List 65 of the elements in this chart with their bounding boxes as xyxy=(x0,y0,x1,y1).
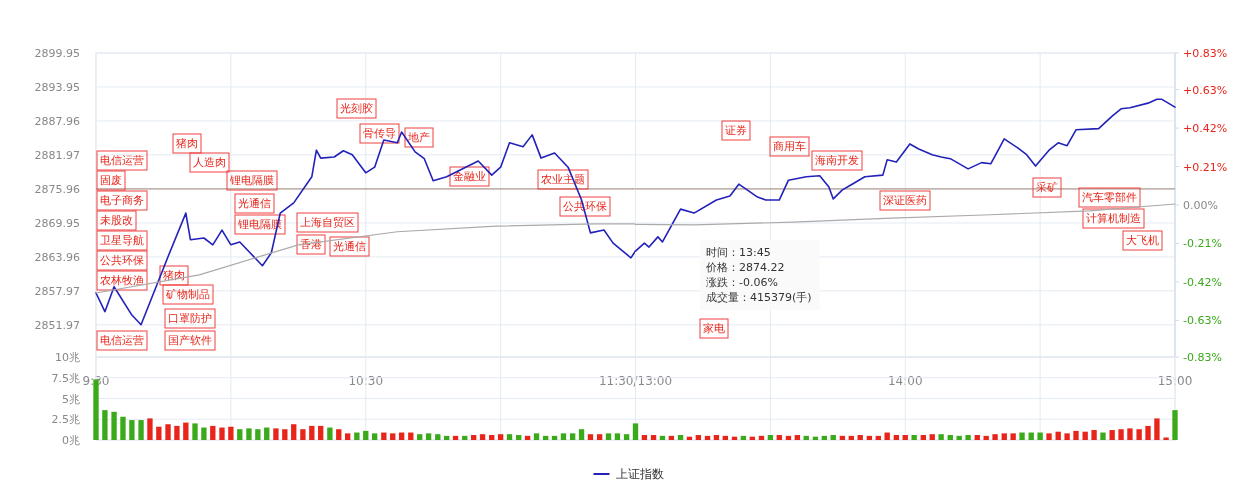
annotation: 海南开发 xyxy=(815,154,859,167)
y-tick-label: 10兆 xyxy=(55,351,80,364)
y-tick-label: 0兆 xyxy=(62,434,80,447)
x-tick-label: 9:30 xyxy=(82,374,110,388)
annotation: 未股改 xyxy=(100,214,133,227)
annotation: 价格：2874.22 xyxy=(705,261,785,274)
annotation: 公共环保 xyxy=(100,254,144,267)
annotation: 猪肉 xyxy=(176,137,198,150)
y-tick-label: 2851.97 xyxy=(34,318,80,332)
x-tick-label: 14:00 xyxy=(887,374,923,388)
annotation: 成交量：415379(手) xyxy=(706,291,812,304)
x-tick-label: 15:00 xyxy=(1157,374,1193,388)
text: +0.21% xyxy=(1183,160,1228,174)
annotation: 矿物制品 xyxy=(165,288,210,301)
annotation: 口罩防护 xyxy=(168,312,212,325)
y-tick-label: 2893.95 xyxy=(34,81,80,94)
annotation: 地产 xyxy=(407,131,430,144)
annotation: 电信运营 xyxy=(100,154,144,167)
annotation: 农林牧渔 xyxy=(100,274,144,287)
y-tick-label: 2.5兆 xyxy=(51,413,80,427)
text: +0.83% xyxy=(1183,47,1228,60)
annotation: 国产软件 xyxy=(168,334,212,347)
annotation: 固废 xyxy=(100,174,122,187)
text: -0.83% xyxy=(1183,351,1222,364)
text: -0.21% xyxy=(1183,237,1222,251)
annotation: 金融业 xyxy=(453,170,486,183)
annotation: 采矿 xyxy=(1036,181,1058,194)
annotation: 涨跌：-0.06% xyxy=(706,276,778,289)
y-tick-label: 2887.96 xyxy=(34,114,80,128)
y-tick-label: 2899.95 xyxy=(34,47,80,60)
y-tick-label: 2875.96 xyxy=(34,182,80,196)
annotation: 人造肉 xyxy=(193,156,226,169)
text: 0.00% xyxy=(1183,199,1218,212)
annotation: 锂电隔膜 xyxy=(229,174,274,187)
annotation: 证券 xyxy=(725,124,747,137)
y-tick-label: 5兆 xyxy=(62,392,80,406)
y-tick-label: 2881.97 xyxy=(34,148,80,162)
text: +0.42% xyxy=(1183,122,1228,136)
annotation: 商用车 xyxy=(773,140,806,153)
annotation: 光通信 xyxy=(333,240,366,253)
annotation: 骨传导 xyxy=(363,127,396,140)
annotation: 汽车零部件 xyxy=(1082,191,1137,204)
annotation: 猪肉 xyxy=(163,269,185,282)
annotation: 家电 xyxy=(703,322,725,335)
text: -0.63% xyxy=(1183,314,1222,328)
annotation: 卫星导航 xyxy=(100,234,144,247)
text: -0.42% xyxy=(1183,275,1222,289)
annotation: 上海自贸区 xyxy=(300,216,355,229)
text: +0.63% xyxy=(1183,83,1228,97)
annotation: 农业主题 xyxy=(541,173,585,186)
annotation: 计算机制造 xyxy=(1086,212,1141,225)
legend-label: 上证指数 xyxy=(615,467,664,481)
annotation: 大飞机 xyxy=(1126,234,1159,247)
annotation: 深证医药 xyxy=(883,194,927,207)
x-tick-label: 10:30 xyxy=(348,374,384,388)
y-tick-label: 2869.95 xyxy=(34,216,80,230)
annotation: 电信运营 xyxy=(100,334,144,347)
y-tick-label: 2857.97 xyxy=(34,284,80,298)
y-tick-label: 7.5兆 xyxy=(51,371,80,385)
annotation: 电子商务 xyxy=(100,194,144,207)
annotation: 光刻胶 xyxy=(340,102,373,115)
annotation: 时间：13:45 xyxy=(706,246,771,259)
y-tick-label: 2863.96 xyxy=(34,250,80,264)
x-tick-label: 11:30/13:00 xyxy=(598,374,673,388)
annotation: 光通信 xyxy=(238,197,271,210)
